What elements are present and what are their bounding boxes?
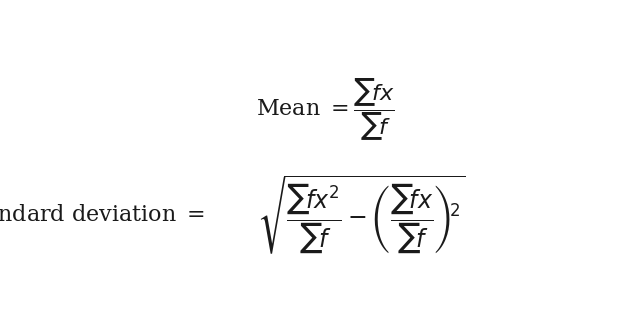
Text: Mean $= \dfrac{\sum\!fx}{\sum\!f}$: Mean $= \dfrac{\sum\!fx}{\sum\!f}$ — [256, 76, 394, 143]
Text: Standard deviation $=$: Standard deviation $=$ — [0, 204, 205, 226]
Text: $\sqrt{\dfrac{\sum\!fx^2}{\sum\!f} - \left(\dfrac{\sum\!fx}{\sum\!f}\right)^{\!2: $\sqrt{\dfrac{\sum\!fx^2}{\sum\!f} - \le… — [257, 173, 466, 256]
